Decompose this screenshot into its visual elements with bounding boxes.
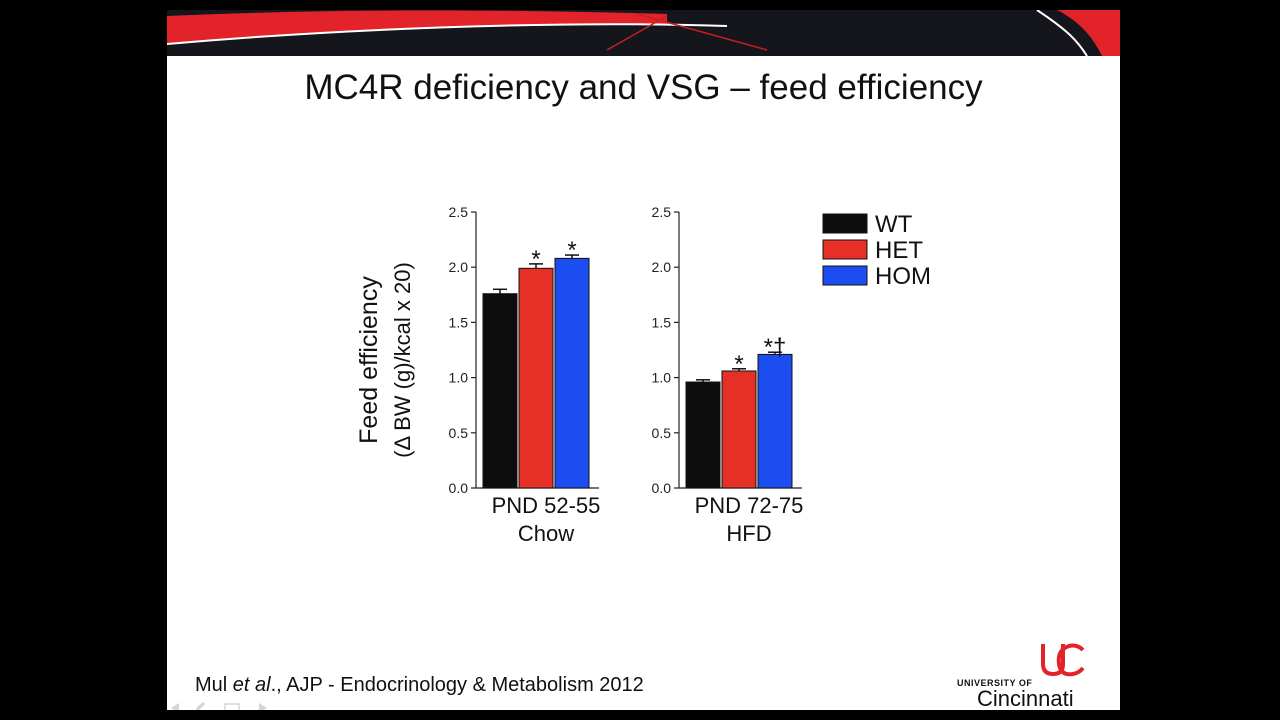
y-axis-label-line1: Feed efficiency — [355, 276, 383, 444]
x-label-line2: Chow — [518, 521, 574, 546]
y-tick-label: 1.5 — [449, 314, 469, 330]
significance-marker: * — [734, 351, 743, 378]
uc-logo-mark — [1041, 643, 1085, 677]
legend-label-wt: WT — [875, 211, 913, 238]
y-tick-label: 1.0 — [449, 370, 469, 386]
logo-university-text: UNIVERSITY OF — [957, 678, 1033, 688]
y-tick-label: 0.5 — [652, 425, 672, 441]
y-tick-label: 2.5 — [449, 204, 469, 220]
y-tick-label: 1.5 — [652, 314, 672, 330]
x-label-line1: PND 52-55 — [492, 493, 601, 518]
feed-efficiency-chart: 0.0 0.5 1.0 1.5 2.0 2.5 * * PND 52-55 Chow 0.0 0.5 1… — [355, 204, 931, 546]
bar-wt — [482, 293, 518, 489]
slide-title: MC4R deficiency and VSG – feed efficienc… — [304, 68, 983, 107]
bar-het — [721, 370, 757, 489]
bar-hom — [554, 257, 590, 489]
x-label-line1: PND 72-75 — [695, 493, 804, 518]
citation-prefix: Mul — [195, 674, 233, 696]
y-tick-label: 0.5 — [449, 425, 469, 441]
citation-suffix: ., AJP - Endocrinology & Metabolism 2012 — [270, 674, 644, 696]
bar-wt — [685, 381, 721, 489]
y-axis-label-line2: (Δ BW (g)/kcal x 20) — [390, 262, 415, 458]
significance-marker: *† — [764, 334, 787, 361]
y-tick-label: 0.0 — [449, 480, 469, 496]
slide-nav-controls[interactable] — [167, 702, 277, 710]
y-tick-label: 2.5 — [652, 204, 672, 220]
menu-icon — [224, 703, 240, 710]
pen-icon — [196, 702, 205, 710]
citation-italic: et al — [232, 674, 271, 696]
y-tick-label: 0.0 — [652, 480, 672, 496]
university-logo: UNIVERSITY OF Cincinnati — [957, 640, 1097, 710]
significance-marker: * — [531, 246, 540, 273]
bar-het — [518, 267, 554, 489]
legend-swatch-hom — [822, 265, 868, 286]
y-tick-label: 2.0 — [652, 259, 672, 275]
legend-label-hom: HOM — [875, 263, 931, 290]
slide: MC4R deficiency and VSG – feed efficienc… — [167, 10, 1120, 710]
citation: Mul et al., AJP - Endocrinology & Metabo… — [195, 674, 644, 697]
header-banner — [167, 10, 1120, 56]
x-label-line2: HFD — [726, 521, 771, 546]
next-arrow-icon — [259, 703, 267, 710]
legend-label-het: HET — [875, 237, 923, 264]
y-tick-label: 1.0 — [652, 370, 672, 386]
legend-swatch-wt — [822, 213, 868, 234]
prev-arrow-icon — [171, 703, 179, 710]
legend-swatch-het — [822, 239, 868, 260]
significance-marker: * — [567, 237, 576, 264]
y-tick-label: 2.0 — [449, 259, 469, 275]
logo-city-text: Cincinnati — [977, 686, 1074, 710]
bar-hom — [757, 353, 793, 489]
